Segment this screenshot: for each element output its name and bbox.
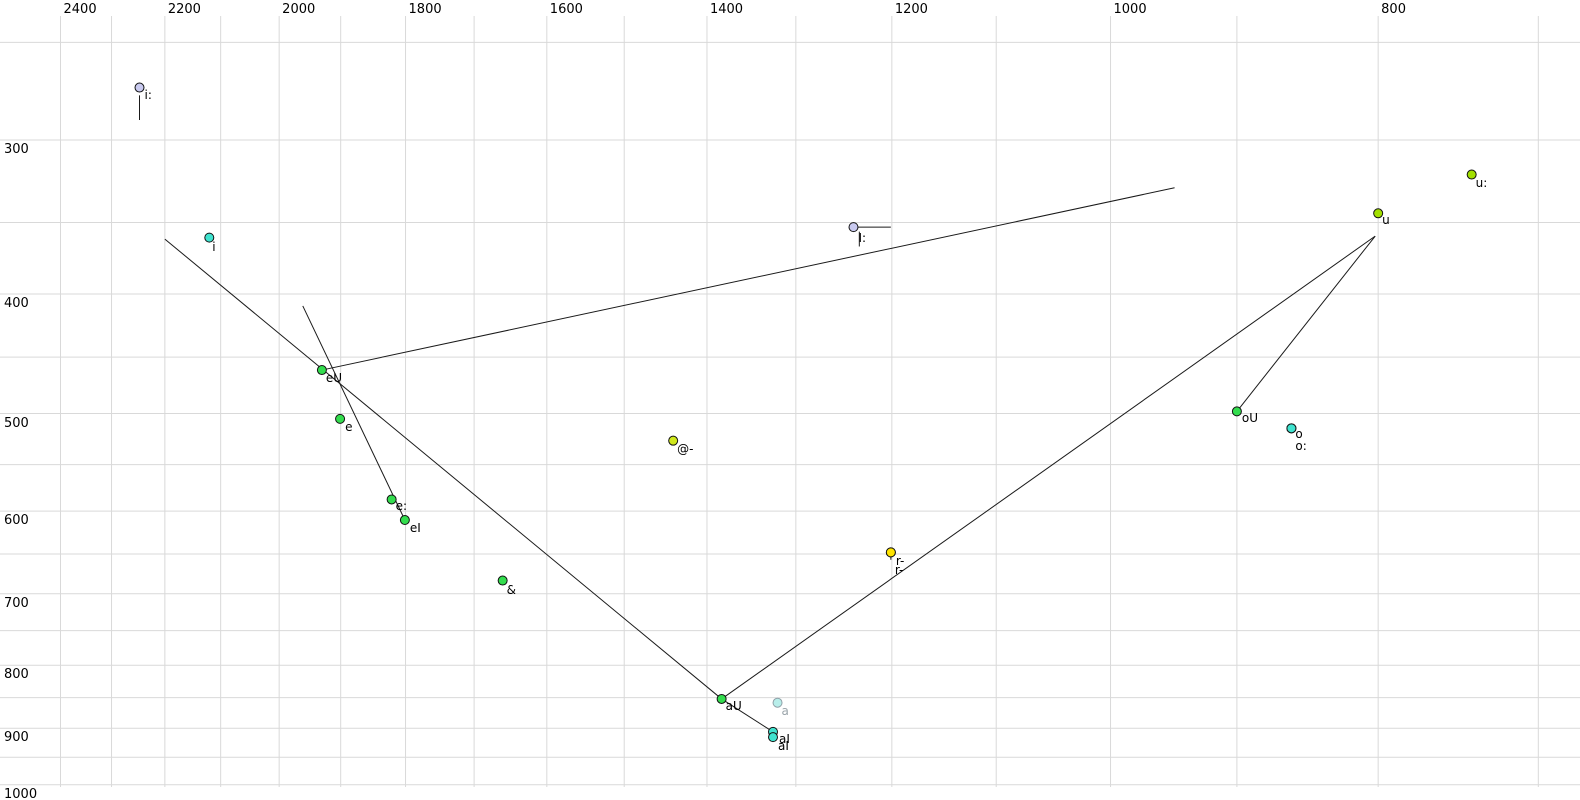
y-tick-label-300: 300 <box>3 142 30 157</box>
y-tick-label-400: 400 <box>3 296 30 312</box>
vowel-point-i-1[interactable] <box>204 232 215 243</box>
trajectory-eU-glide <box>321 187 1175 371</box>
vowel-point-r-14[interactable] <box>885 547 896 558</box>
vowel-label-oU-15: oU <box>1241 411 1259 426</box>
y-tick-label-900: 900 <box>3 730 30 746</box>
vowel-label-u-18: u <box>1382 213 1390 228</box>
x-tick-label-2400: 2400 <box>62 2 98 17</box>
x-tick-label-800: 800 <box>1380 2 1407 17</box>
vowel-point-u-19[interactable] <box>1466 169 1477 180</box>
x-tick-label-1400: 1400 <box>708 2 745 17</box>
vowel-label-r-13: r- <box>895 554 905 569</box>
vowel-label-u-19: u: <box>1475 175 1488 190</box>
x-tick-label-1200: 1200 <box>893 2 929 17</box>
y-tick-label-800: 800 <box>3 667 30 683</box>
vowel-label-aI-11: aI <box>778 739 789 754</box>
vowel-point-i-0[interactable] <box>134 82 145 93</box>
vowel-label-r-14: r- <box>894 563 904 578</box>
vowel-point-aI-11[interactable] <box>768 732 779 743</box>
vowel-label-eI-5: eI <box>409 521 421 536</box>
vowel-label-aI-10: aI <box>779 731 790 746</box>
vowel-point--6[interactable] <box>497 575 508 586</box>
x-tick-label-1000: 1000 <box>1112 2 1148 17</box>
trajectory-oU-glide <box>1236 235 1376 412</box>
vowel-point-I-12[interactable] <box>848 222 859 233</box>
trajectory-aU-glide <box>721 235 1376 700</box>
vowel-label--6: & <box>506 582 517 597</box>
vowel-label-eU-2: eU <box>325 371 343 386</box>
vowel-point-eI-5[interactable] <box>399 515 410 526</box>
x-tick-label-2200: 2200 <box>166 2 202 17</box>
vowel-point-a-9[interactable] <box>772 697 783 708</box>
vowel-label-i-1: i <box>212 239 216 254</box>
x-tick-label-2000: 2000 <box>281 2 317 17</box>
vowel-label-e-3: e <box>345 419 353 434</box>
vowel-point-e-3[interactable] <box>335 413 346 424</box>
vowel-label-o-17: o: <box>1295 439 1307 454</box>
trajectory-front-edge <box>164 238 722 700</box>
vowel-label-a-9: a <box>781 703 789 718</box>
vowel-label-aU-8: aU <box>725 698 742 713</box>
vowel-point-oU-15[interactable] <box>1231 406 1242 417</box>
y-tick-label-1000: 1000 <box>3 786 39 800</box>
vowel-point-u-18[interactable] <box>1373 208 1384 219</box>
vowel-label-e-4: e: <box>395 499 408 514</box>
trajectory-eI-glide <box>302 305 406 521</box>
vowel-point-o-17[interactable] <box>1286 423 1297 434</box>
trajectory-aU-aI-link <box>721 698 774 733</box>
vowel-point-aU-8[interactable] <box>716 693 727 704</box>
y-tick-label-700: 700 <box>3 595 30 611</box>
y-tick-label-600: 600 <box>3 513 30 529</box>
y-tick-label-500: 500 <box>3 415 30 431</box>
vowel-label-o-16: o <box>1295 427 1303 442</box>
vowel-label-i-0: i: <box>144 87 152 102</box>
vowel-point--7[interactable] <box>668 435 679 446</box>
vowel-label--7: @- <box>677 441 694 456</box>
x-tick-label-1800: 1800 <box>407 2 443 17</box>
vowel-point-e-4[interactable] <box>386 494 397 505</box>
vowel-label-I-12: I: <box>858 231 867 246</box>
x-tick-label-1600: 1600 <box>548 2 584 17</box>
vowel-point-eU-2[interactable] <box>316 365 327 376</box>
